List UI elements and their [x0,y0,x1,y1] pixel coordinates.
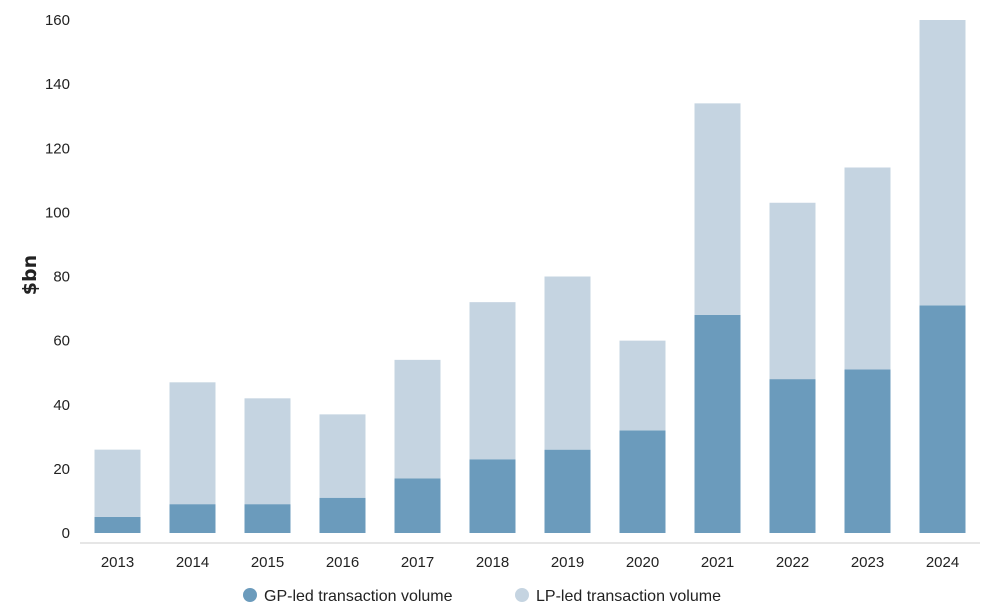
bar-segment-gp-led [544,449,591,533]
bar-segment-lp-led [394,359,441,479]
x-tick-label: 2021 [701,554,734,571]
bar-segment-lp-led [544,276,591,450]
x-tick-label: 2015 [251,554,284,571]
x-tick-label: 2022 [776,554,809,571]
x-tick-label: 2017 [401,554,434,571]
y-tick-label: 140 [45,76,70,93]
x-tick-label: 2014 [176,554,209,571]
legend: GP-led transaction volume LP-led transact… [243,588,721,605]
bar-segment-gp-led [844,369,891,533]
legend-label: LP-led transaction volume [536,588,721,605]
legend-label: GP-led transaction volume [264,588,453,605]
y-tick-label: 60 [53,333,70,350]
y-tick-label: 20 [53,461,70,478]
bars-group [94,20,966,533]
x-tick-label: 2013 [101,554,134,571]
bar-segment-lp-led [169,382,216,505]
bar-segment-lp-led [844,167,891,370]
bar-segment-lp-led [244,398,291,505]
bar-segment-gp-led [694,314,741,533]
y-tick-label: 40 [53,397,70,414]
legend-marker [243,588,257,602]
bar-segment-gp-led [169,504,216,533]
x-tick-labels: 2013 2014 2015 2016 2017 2018 2019 2020 2021 2022… [101,554,959,571]
bar-segment-gp-led [919,305,966,533]
bar-segment-gp-led [469,459,516,533]
y-tick-label: 160 [45,12,70,29]
y-tick-labels: 0 20 40 60 80 100 120 140 160 [45,12,70,542]
y-tick-label: 0 [62,525,70,542]
bar-segment-gp-led [94,516,141,533]
x-tick-label: 2023 [851,554,884,571]
x-tick-label: 2018 [476,554,509,571]
bar-segment-lp-led [94,449,141,517]
x-tick-label: 2024 [926,554,959,571]
x-tick-label: 2019 [551,554,584,571]
bar-segment-gp-led [319,497,366,533]
bar-segment-lp-led [319,414,366,498]
bar-segment-gp-led [619,430,666,533]
bar-segment-lp-led [469,302,516,460]
bar-segment-gp-led [769,379,816,533]
bar-segment-lp-led [769,202,816,380]
y-tick-label: 80 [53,269,70,286]
legend-marker [515,588,529,602]
bar-segment-lp-led [619,340,666,431]
bar-segment-lp-led [919,20,966,306]
y-tick-label: 120 [45,140,70,157]
bar-segment-gp-led [244,504,291,533]
y-axis-label: $bn [19,255,41,295]
y-tick-label: 100 [45,204,70,221]
bar-segment-lp-led [694,103,741,315]
x-tick-label: 2016 [326,554,359,571]
x-tick-label: 2020 [626,554,659,571]
bar-segment-gp-led [394,478,441,533]
